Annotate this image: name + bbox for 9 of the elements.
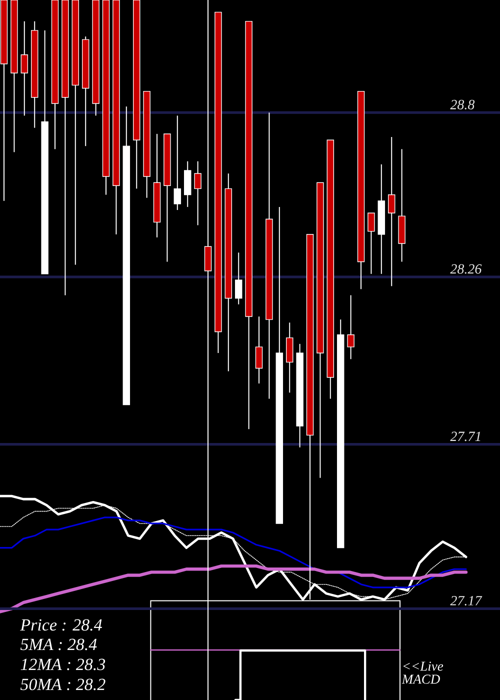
annotation: <<Live MACD [402, 662, 444, 684]
annotation: Price : 28.4 [20, 619, 102, 631]
y-tick-label: 27.17 [450, 596, 482, 606]
annotation: 12MA : 28.3 [20, 658, 106, 670]
annotation: 5MA : 28.4 [20, 638, 97, 650]
annotation: 50MA : 28.2 [20, 678, 106, 690]
y-tick-label: 28.26 [450, 264, 482, 274]
y-tick-label: 28.8 [450, 100, 475, 110]
y-tick-label: 27.71 [450, 432, 480, 442]
